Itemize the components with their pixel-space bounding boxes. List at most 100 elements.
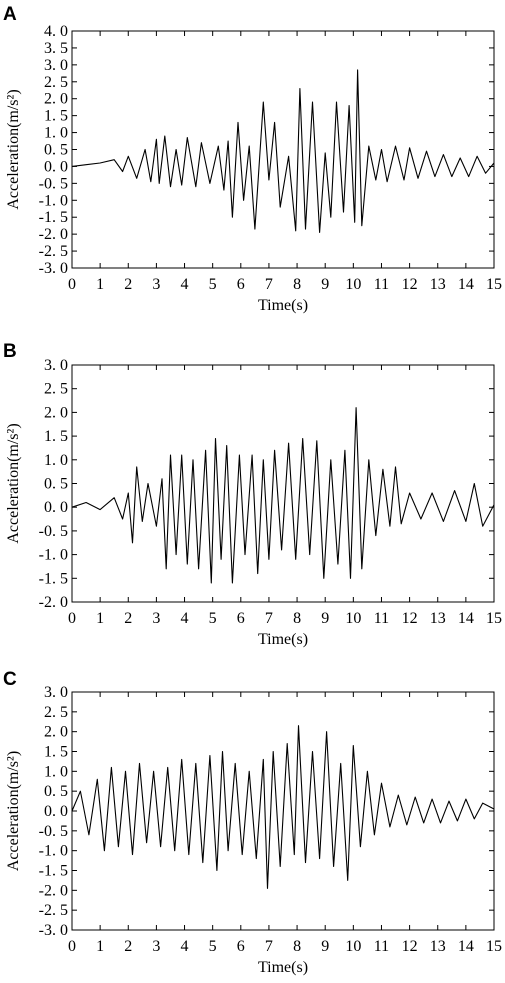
x-tick-label-c: 7 [265, 938, 273, 955]
y-tick-label-b: 1. 0 [44, 452, 68, 469]
x-axis-title-a: Time(s) [258, 297, 308, 314]
y-tick-label-a: -1. 5 [39, 209, 68, 226]
y-tick-label-c: 3. 0 [44, 684, 68, 701]
x-tick-label-b: 11 [374, 610, 389, 627]
x-tick-label-b: 13 [430, 610, 446, 627]
x-axis-title-b: Time(s) [258, 631, 308, 648]
x-tick-label-c: 14 [458, 938, 474, 955]
x-tick-label-a: 11 [374, 276, 389, 293]
y-tick-label-b: -1. 0 [39, 547, 68, 564]
y-tick-label-c: -0. 5 [39, 823, 68, 840]
x-tick-label-c: 12 [402, 938, 418, 955]
panel-c: C 3. 0 2. 5 2. 0 1. 5 1. 0 0. 5 0. 0 -0. 5 -1. 0… [3, 669, 502, 976]
x-tick-label-b: 7 [265, 610, 273, 627]
y-tick-label-a: 1. 0 [44, 125, 68, 142]
x-tick-label-b: 2 [124, 610, 132, 627]
y-tick-label-a: -0. 5 [39, 175, 68, 192]
y-tick-label-b: 0. 5 [44, 476, 68, 493]
x-tick-label-a: 8 [293, 276, 301, 293]
x-tick-label-a: 3 [152, 276, 160, 293]
y-tick-label-a: -1. 0 [39, 192, 68, 209]
y-tick-label-a: -2. 0 [39, 226, 68, 243]
acceleration-series-b [71, 407, 495, 584]
y-tick-label-b: -0. 5 [39, 523, 68, 540]
y-tick-label-c: 2. 0 [44, 724, 68, 741]
x-tick-label-b: 9 [321, 610, 329, 627]
x-tick-label-a: 4 [181, 276, 189, 293]
y-tick-label-a: 0. 0 [44, 158, 68, 175]
x-tick-label-a: 2 [124, 276, 132, 293]
y-tick-label-c: 0. 0 [44, 803, 68, 820]
x-tick-label-b: 10 [345, 610, 361, 627]
y-tick-label-c: -1. 0 [39, 843, 68, 860]
y-tick-label-b: -1. 5 [39, 570, 68, 587]
x-tick-label-a: 5 [209, 276, 217, 293]
x-tick-label-a: 0 [68, 276, 76, 293]
x-tick-label-b: 4 [181, 610, 189, 627]
acceleration-series-c [71, 725, 495, 889]
x-tick-label-a: 13 [430, 276, 446, 293]
x-tick-label-a: 7 [265, 276, 273, 293]
panel-a: A 4. 03. 53. 02. 52. 01. 51. 00. 50. 0-0… [3, 4, 502, 314]
x-tick-label-a: 15 [486, 276, 502, 293]
x-tick-label-a: 10 [345, 276, 361, 293]
x-tick-label-b: 5 [209, 610, 217, 627]
y-tick-label-a: -3. 0 [39, 260, 68, 277]
x-tick-label-b: 12 [402, 610, 418, 627]
y-tick-label-c: -3. 0 [39, 922, 68, 939]
y-tick-label-b: 2. 5 [44, 381, 68, 398]
y-tick-label-a: 3. 0 [44, 57, 68, 74]
x-tick-label-a: 1 [96, 276, 104, 293]
y-tick-label-a: 1. 5 [44, 108, 68, 125]
y-tick-label-c: 2. 5 [44, 704, 68, 721]
panel-label-a: A [3, 4, 17, 25]
x-tick-label-c: 15 [486, 938, 502, 955]
y-tick-label-a: 0. 5 [44, 142, 68, 159]
panel-label-c: C [3, 669, 17, 690]
y-tick-label-b: 3. 0 [44, 357, 68, 374]
y-tick-label-a: 4. 0 [44, 23, 68, 40]
y-tick-label-b: 0. 0 [44, 499, 68, 516]
y-tick-label-c: -2. 0 [39, 882, 68, 899]
x-tick-label-c: 11 [374, 938, 389, 955]
x-tick-label-b: 0 [68, 610, 76, 627]
x-tick-label-b: 8 [293, 610, 301, 627]
acceleration-series-a [71, 69, 495, 233]
y-tick-label-b: 1. 5 [44, 428, 68, 445]
panel-label-b: B [3, 341, 17, 362]
x-tick-label-c: 13 [430, 938, 446, 955]
panel-b: B 3. 0 2. 5 2. 0 1. 5 1. 0 0. 5 0. 0 -0. 5 -1. 0… [3, 341, 502, 648]
x-tick-label-a: 6 [237, 276, 245, 293]
plot-frame-a [71, 30, 495, 269]
y-axis-title-a: Acceleration(m/s²) [5, 89, 22, 209]
x-tick-label-c: 2 [124, 938, 132, 955]
x-tick-label-b: 15 [486, 610, 502, 627]
y-tick-label-a: 2. 0 [44, 91, 68, 108]
y-tick-label-c: 1. 5 [44, 744, 68, 761]
x-axis-title-c: Time(s) [258, 959, 308, 976]
x-tick-label-b: 6 [237, 610, 245, 627]
x-tick-label-b: 3 [152, 610, 160, 627]
y-axis-title-b: Acceleration(m/s²) [5, 423, 22, 543]
x-tick-label-c: 5 [209, 938, 217, 955]
x-tick-label-b: 14 [458, 610, 474, 627]
x-tick-label-b: 1 [96, 610, 104, 627]
x-tick-label-c: 10 [345, 938, 361, 955]
x-tick-label-c: 9 [321, 938, 329, 955]
x-tick-label-c: 3 [152, 938, 160, 955]
x-tick-label-a: 14 [458, 276, 474, 293]
x-tick-label-a: 12 [402, 276, 418, 293]
y-tick-label-c: -2. 5 [39, 902, 68, 919]
x-tick-label-c: 1 [96, 938, 104, 955]
y-tick-label-c: 1. 0 [44, 763, 68, 780]
y-tick-label-c: 0. 5 [44, 783, 68, 800]
y-axis-title-c: Acceleration(m/s²) [5, 751, 22, 871]
x-tick-label-c: 4 [181, 938, 189, 955]
y-tick-label-c: -1. 5 [39, 863, 68, 880]
y-tick-label-a: 2. 5 [44, 74, 68, 91]
x-tick-label-c: 6 [237, 938, 245, 955]
x-tick-label-c: 8 [293, 938, 301, 955]
x-tick-label-a: 9 [321, 276, 329, 293]
y-tick-label-a: 3. 5 [44, 40, 68, 57]
